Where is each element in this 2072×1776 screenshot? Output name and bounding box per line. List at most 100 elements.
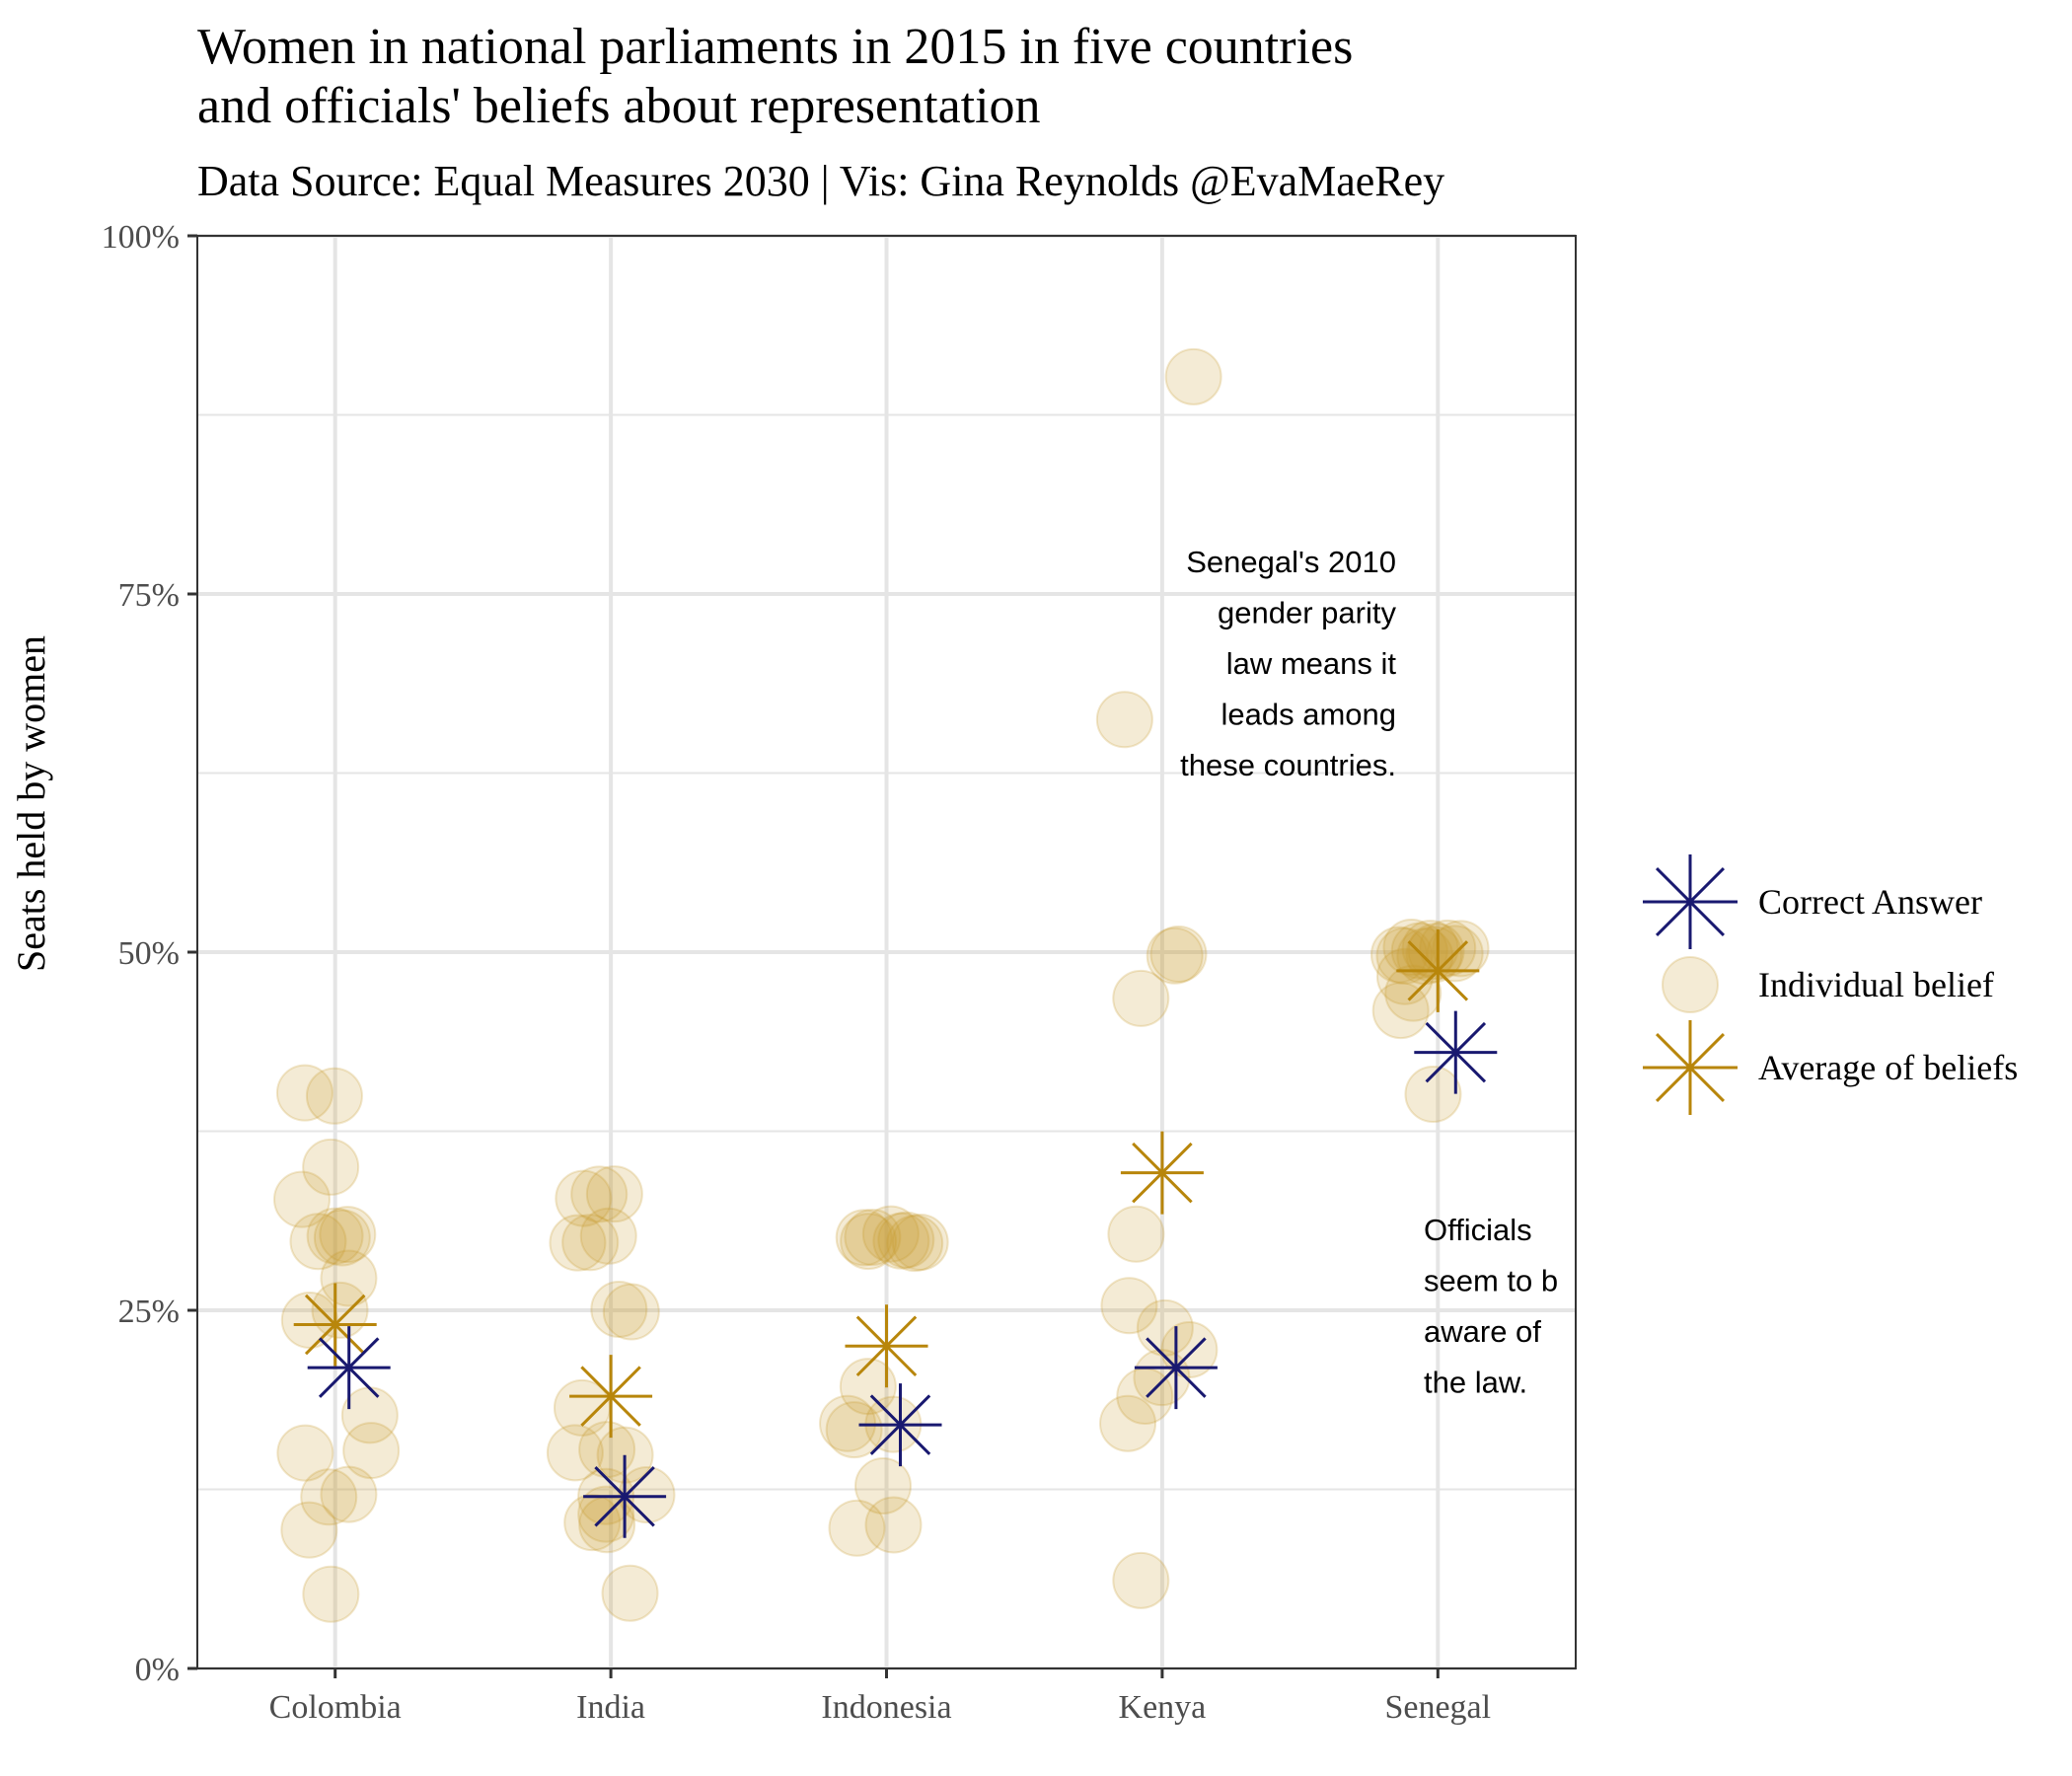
individual-belief-point [1404, 1065, 1462, 1123]
annotation-line: Senegal's 2010 [1186, 545, 1396, 579]
star-stroke [318, 1337, 380, 1398]
individual-belief-point [320, 1465, 378, 1523]
y-tick-label: 25% [118, 1294, 180, 1330]
annotation-line: seem to b [1424, 1264, 1558, 1298]
star-stroke [1425, 1021, 1487, 1083]
y-tick-label: 100% [102, 219, 180, 256]
star-stroke [869, 1394, 931, 1455]
individual-belief-point [570, 1165, 629, 1223]
legend-item-individual: Individual belief [1662, 956, 1994, 1013]
individual-belief-point [579, 1207, 637, 1265]
individual-belief-point [549, 1214, 607, 1272]
individual-belief-point [342, 1422, 401, 1480]
individual-belief-point [886, 1215, 944, 1273]
individual-belief-point [275, 1064, 333, 1122]
axes: 0% 25% 50% 75% 100% Colombia India Indonesia Ken… [102, 219, 1491, 1726]
correct-answer-marker [858, 1383, 942, 1467]
individual-belief-point [825, 1401, 883, 1459]
individual-belief-point [302, 1565, 360, 1623]
star-stroke [304, 1294, 366, 1356]
legend-asterisk-icon [1643, 854, 1738, 949]
annotation-line: leads among [1221, 698, 1396, 732]
individual-belief-point [839, 1358, 897, 1416]
legend: Correct Answer Individual belief Average o… [1643, 854, 2018, 1115]
individual-belief-point [305, 1067, 363, 1125]
individual-belief-point [289, 1213, 347, 1271]
individual-belief-point [590, 1281, 648, 1339]
individual-belief-point [872, 1212, 930, 1270]
individual-belief-point [877, 1211, 935, 1269]
individual-belief-points [272, 347, 1490, 1623]
individual-belief-point [300, 1468, 358, 1526]
individual-belief-point [840, 1213, 898, 1271]
x-tick-label: Indonesia [821, 1689, 951, 1726]
annotation-line: the law. [1424, 1366, 1527, 1400]
average-belief-marker [845, 1304, 928, 1388]
chart-title: Women in national parliaments in 2015 in… [197, 18, 1353, 136]
individual-belief-point [1419, 919, 1477, 977]
chart-title-line-1: Women in national parliaments in 2015 in… [197, 19, 1354, 75]
individual-belief-point [1407, 923, 1465, 981]
individual-belief-point [313, 1209, 371, 1267]
individual-belief-point [1107, 1205, 1165, 1263]
legend-label: Individual belief [1758, 965, 1994, 1004]
y-tick-label: 75% [118, 577, 180, 614]
individual-belief-point [276, 1424, 334, 1482]
annotation-line: law means it [1226, 646, 1397, 681]
annotation-line: aware of [1424, 1314, 1541, 1349]
average-belief-marker [569, 1355, 653, 1439]
legend-item-average: Average of beliefs [1643, 1020, 2018, 1115]
grid [197, 234, 1576, 1670]
average-belief-marker [1120, 1131, 1204, 1215]
individual-belief-point [1384, 964, 1443, 1022]
individual-belief-point [563, 1494, 622, 1552]
annotation-line: these countries. [1180, 748, 1396, 782]
individual-belief-point [272, 1170, 331, 1228]
individual-belief-point [854, 1456, 913, 1515]
individual-belief-point [302, 1138, 360, 1196]
individual-belief-point [1100, 1277, 1158, 1335]
chart-title-line-2: and officials' beliefs about representat… [197, 78, 1041, 134]
chart-subtitle: Data Source: Equal Measures 2030 | Vis: … [197, 157, 1445, 205]
annotation-line: Officials [1424, 1213, 1532, 1247]
correct-answer-marker [1134, 1326, 1218, 1410]
correct-answer-marker [1414, 1010, 1498, 1094]
x-tick-label: India [576, 1689, 645, 1726]
individual-belief-point [585, 1165, 643, 1223]
legend-label: Correct Answer [1758, 882, 1982, 922]
individual-belief-point [1146, 926, 1204, 985]
individual-belief-point [546, 1424, 604, 1482]
individual-belief-point [280, 1501, 338, 1559]
individual-belief-point [601, 1564, 659, 1622]
individual-belief-point [1369, 925, 1428, 984]
star-stroke [1146, 1337, 1207, 1398]
summary-markers [293, 928, 1498, 1538]
individual-belief-point [618, 1466, 676, 1524]
correct-answer-marker [583, 1454, 667, 1538]
individual-belief-point [306, 1207, 364, 1265]
individual-belief-point [891, 1214, 949, 1272]
legend-circle-icon [1662, 956, 1719, 1013]
y-tick-label: 50% [118, 935, 180, 972]
individual-belief-point [844, 1208, 902, 1266]
star-stroke [1132, 1142, 1193, 1204]
individual-belief-point [864, 1496, 923, 1554]
average-belief-marker [1396, 928, 1480, 1012]
correct-answer-marker [307, 1326, 391, 1410]
x-tick-label: Senegal [1384, 1689, 1491, 1726]
x-tick-label: Kenya [1119, 1689, 1207, 1726]
individual-belief-point [280, 1292, 338, 1350]
individual-belief-point [835, 1209, 893, 1267]
individual-belief-point [555, 1169, 613, 1227]
annotation-officials: Officials seem to b aware of the law. [1424, 1213, 1558, 1400]
star-stroke [855, 1315, 918, 1377]
annotation-senegal-law: Senegal's 2010 gender parity law means it l… [1180, 545, 1396, 782]
individual-belief-point [861, 1205, 920, 1263]
individual-belief-point [828, 1499, 886, 1557]
legend-asterisk-icon [1643, 1020, 1738, 1115]
individual-belief-point [1401, 920, 1459, 978]
individual-belief-point [602, 1283, 660, 1341]
legend-label: Average of beliefs [1758, 1048, 2018, 1087]
star-stroke [1655, 866, 1726, 937]
